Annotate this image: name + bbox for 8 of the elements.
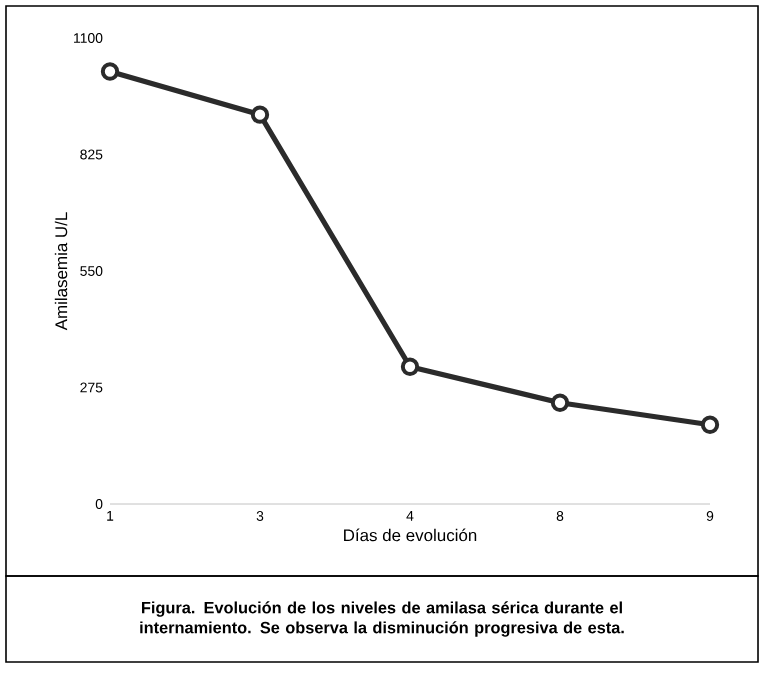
point [550, 393, 570, 412]
y-axis-title: Amilasemia U/L [54, 212, 68, 331]
text: Figura. Evolución de los niveles de amilasa sérica durante el internamiento. Se observa la disminución progresiva de esta. [140, 601, 624, 637]
point [100, 62, 120, 81]
point [250, 105, 270, 124]
point [400, 357, 420, 376]
point [700, 415, 720, 434]
x-axis-title: Días de evolución [344, 528, 477, 542]
